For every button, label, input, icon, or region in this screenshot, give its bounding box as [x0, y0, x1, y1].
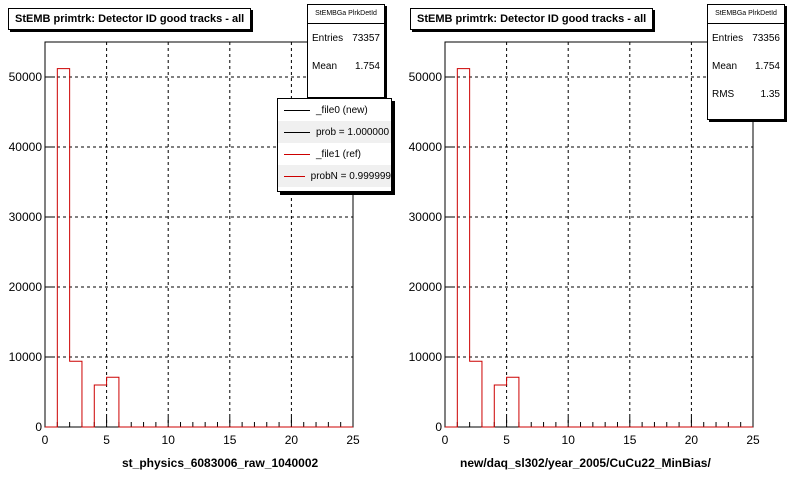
right-y-tick-label-30000: 30000	[409, 210, 443, 224]
right-x-tick-label-20: 20	[685, 433, 699, 447]
left-y-tick-label-10000: 10000	[9, 350, 43, 364]
right-stats-rms-label: RMS	[712, 88, 735, 100]
left-stats-entries-label: Entries	[312, 32, 344, 44]
left-y-tick-label-40000: 40000	[9, 140, 43, 154]
legend-swatch-prob	[284, 131, 310, 133]
right-stats-row-entries: Entries 73356	[708, 24, 784, 52]
right-x-axis-label-text: new/daq_sl302/year_2005/CuCu22_MinBias/	[460, 456, 711, 470]
right-chart-title-text: StEMB primtrk: Detector ID good tracks -…	[417, 13, 647, 25]
left-x-tick-label-20: 20	[285, 433, 299, 447]
right-x-tick-label-25: 25	[746, 433, 760, 447]
left-chart-title: StEMB primtrk: Detector ID good tracks -…	[8, 8, 252, 30]
left-x-axis-label-text: st_physics_6083006_raw_1040002	[122, 456, 319, 470]
left-chart-title-text: StEMB primtrk: Detector ID good tracks -…	[15, 13, 245, 25]
right-stats-box: StEMBGa PlrkDetId Entries 73356 Mean 1.7…	[707, 4, 785, 120]
left-x-tick-label-5: 5	[103, 433, 110, 447]
right-stats-row-rms: RMS 1.35	[708, 80, 784, 108]
right-y-tick-label-20000: 20000	[409, 280, 443, 294]
left-stats-entries-value: 73357	[352, 32, 380, 44]
legend-entry-file0: _file0 (new)	[278, 99, 391, 121]
right-x-tick-label-15: 15	[623, 433, 637, 447]
legend-label-probn: probN = 0.999999	[310, 170, 391, 182]
legend-label-prob: prob = 1.000000	[316, 126, 390, 138]
legend-entry-prob: prob = 1.000000	[278, 121, 391, 143]
right-x-axis-label: new/daq_sl302/year_2005/CuCu22_MinBias/	[460, 456, 711, 470]
right-stats-row-mean: Mean 1.754	[708, 52, 784, 80]
legend-label-file1: _file1 (ref)	[316, 148, 362, 160]
legend-entry-probn: probN = 0.999999	[278, 165, 391, 187]
legend-swatch-file0	[284, 109, 310, 111]
left-x-tick-label-25: 25	[346, 433, 360, 447]
right-x-tick-label-0: 0	[442, 433, 449, 447]
legend-label-file0: _file0 (new)	[316, 104, 368, 116]
left-y-tick-label-30000: 30000	[9, 210, 43, 224]
right-plot-frame	[444, 41, 754, 428]
left-y-tick-label-20000: 20000	[9, 280, 43, 294]
legend-entry-file1: _file1 (ref)	[278, 143, 391, 165]
right-chart-title: StEMB primtrk: Detector ID good tracks -…	[410, 8, 654, 30]
right-stats-mean-value: 1.754	[754, 60, 780, 72]
left-stats-row-mean: Mean 1.754	[308, 52, 384, 80]
right-y-tick-label-10000: 10000	[409, 350, 443, 364]
left-x-tick-label-0: 0	[42, 433, 49, 447]
legend-swatch-file1	[284, 153, 310, 155]
left-y-tick-label-50000: 50000	[9, 70, 43, 84]
left-x-tick-label-15: 15	[223, 433, 237, 447]
left-legend: _file0 (new) prob = 1.000000 _file1 (ref…	[277, 98, 392, 192]
right-y-tick-label-40000: 40000	[409, 140, 443, 154]
right-y-tick-label-50000: 50000	[409, 70, 443, 84]
right-x-tick-label-5: 5	[503, 433, 510, 447]
right-stats-mean-label: Mean	[712, 60, 738, 72]
left-stats-mean-label: Mean	[312, 60, 338, 72]
right-stats-entries-value: 73356	[752, 32, 780, 44]
right-histogram-line	[445, 68, 753, 428]
left-stats-row-entries: Entries 73357	[308, 24, 384, 52]
right-y-tick-label-0: 0	[435, 420, 442, 434]
right-stats-name: StEMBGa PlrkDetId	[708, 5, 784, 24]
left-y-tick-label-0: 0	[35, 420, 42, 434]
left-stats-box: StEMBGa PlrkDetId Entries 73357 Mean 1.7…	[307, 4, 385, 98]
right-stats-rms-value: 1.35	[760, 88, 780, 100]
left-x-axis-label: st_physics_6083006_raw_1040002	[122, 456, 318, 470]
right-x-tick-label-10: 10	[562, 433, 576, 447]
left-x-tick-label-10: 10	[162, 433, 176, 447]
left-stats-name: StEMBGa PlrkDetId	[308, 5, 384, 24]
left-stats-mean-value: 1.754	[354, 60, 380, 72]
right-stats-entries-label: Entries	[712, 32, 744, 44]
left-histogram-line	[45, 68, 353, 428]
legend-swatch-probn	[284, 175, 305, 177]
